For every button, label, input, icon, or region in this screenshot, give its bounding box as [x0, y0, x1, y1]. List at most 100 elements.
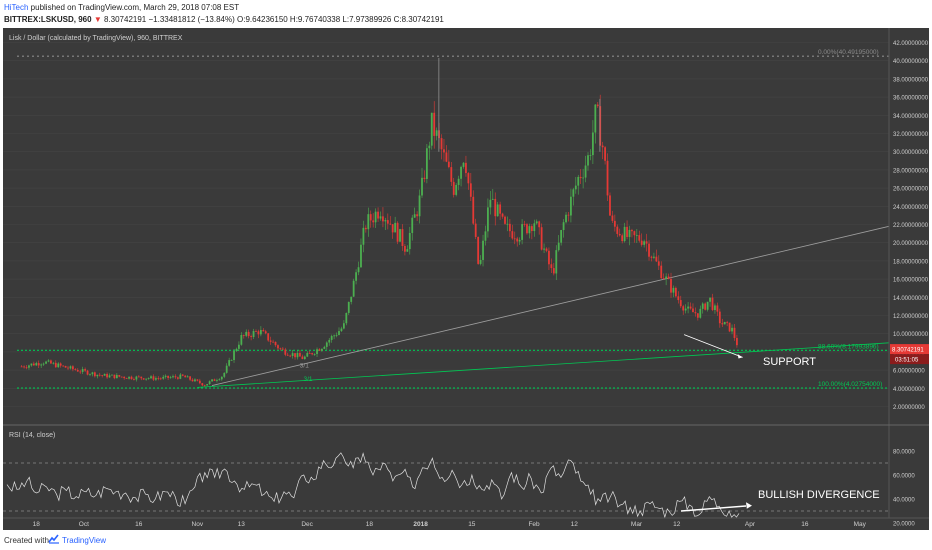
price-tick-label: 30.00000000	[893, 150, 929, 156]
candle-body	[74, 369, 77, 371]
candle-body	[709, 297, 711, 302]
candle-body	[220, 376, 223, 380]
candle-body	[201, 383, 204, 386]
candle-body	[721, 323, 724, 325]
candle-body	[428, 145, 431, 149]
candle-body	[250, 336, 253, 337]
candle-body	[499, 204, 502, 214]
candle-body	[30, 363, 33, 366]
countdown-box	[890, 354, 929, 365]
candle-body	[648, 243, 650, 257]
candle-body	[469, 183, 472, 197]
candle-body	[425, 148, 428, 179]
candle-body	[69, 366, 72, 369]
candle-body	[653, 256, 655, 258]
candle-body	[323, 346, 326, 349]
candle-body	[494, 198, 497, 217]
candle-body	[157, 378, 160, 379]
time-tick-label: 16	[135, 521, 143, 528]
candle-body	[101, 375, 104, 377]
candle-body	[313, 354, 316, 355]
candle-body	[687, 306, 689, 309]
candle-body	[535, 221, 538, 224]
candle-body	[211, 379, 213, 382]
candle-body	[335, 334, 338, 336]
candle-body	[660, 265, 663, 279]
candle-body	[89, 374, 91, 376]
candle-body	[189, 376, 191, 380]
candle-body	[255, 331, 257, 332]
candle-body	[655, 256, 658, 262]
chart-svg[interactable]: Lisk / Dollar (calculated by TradingView…	[3, 28, 929, 530]
candle-body	[213, 379, 216, 381]
candle-body	[508, 223, 511, 232]
candle-body	[374, 211, 377, 223]
support-label: SUPPORT	[763, 356, 816, 368]
candle-body	[50, 360, 52, 364]
candle-body	[594, 104, 597, 133]
candle-body	[115, 375, 118, 379]
candle-body	[206, 384, 209, 386]
publish-header: HiTech published on TradingView.com, Mar…	[0, 0, 932, 28]
candle-body	[96, 374, 99, 377]
candle-body	[301, 356, 304, 360]
candle-body	[645, 241, 648, 244]
time-tick-label: 12	[571, 521, 579, 528]
created-with-text: Created with	[4, 536, 49, 545]
candle-body	[186, 376, 189, 378]
candle-body	[650, 256, 653, 258]
time-tick-label: 18	[33, 521, 41, 528]
candle-body	[91, 372, 94, 375]
author-link[interactable]: HiTech	[4, 3, 29, 12]
candle-body	[589, 155, 592, 156]
rsi-tick-label: 60.0000	[893, 474, 915, 480]
candle-body	[723, 321, 726, 325]
rsi-line	[6, 452, 740, 519]
candle-body	[433, 112, 436, 136]
candle-body	[626, 226, 628, 237]
candle-body	[513, 238, 516, 240]
candle-body	[631, 229, 633, 232]
candle-body	[238, 344, 240, 349]
price-tick-label: 34.00000000	[893, 114, 929, 120]
candle-body	[303, 356, 306, 360]
candle-body	[130, 376, 133, 380]
candle-body	[113, 374, 116, 379]
candle-body	[716, 305, 719, 312]
rsi-pane: 80.0000 60.0000 40.0000 20.0000 BULLISH DIVE…	[3, 426, 915, 528]
candle-body	[667, 276, 670, 279]
candle-body	[93, 372, 96, 377]
candle-body	[567, 214, 570, 216]
candle-body	[416, 214, 419, 217]
chart-area[interactable]: Lisk / Dollar (calculated by TradingView…	[3, 28, 929, 530]
candle-body	[396, 222, 399, 242]
candle-body	[447, 161, 450, 168]
rsi-tick-label: 80.0000	[893, 450, 915, 456]
candle-body	[611, 215, 614, 221]
candle-body	[345, 312, 348, 324]
price-tick-label: 26.00000000	[893, 187, 929, 193]
candle-body	[491, 198, 494, 200]
candle-body	[355, 272, 357, 281]
candle-body	[382, 216, 384, 222]
candle-body	[582, 177, 585, 179]
chart-title: Lisk / Dollar (calculated by TradingView…	[9, 35, 183, 42]
price-axis[interactable]: 42.00000000 40.00000000 38.00000000 36.0000…	[888, 28, 929, 518]
tradingview-brand[interactable]: TradingView	[62, 536, 107, 545]
candle-body	[474, 223, 477, 237]
candle-body	[616, 226, 619, 234]
published-text: published on TradingView.com, March 29, …	[28, 3, 240, 12]
candle-body	[689, 306, 692, 309]
candle-body	[728, 322, 731, 332]
candle-body	[596, 104, 599, 107]
candle-body	[174, 376, 177, 378]
candle-body	[462, 162, 465, 167]
candle-body	[162, 376, 165, 379]
candle-body	[81, 369, 84, 372]
candle-body	[386, 220, 389, 224]
candle-body	[338, 331, 340, 335]
time-tick-label: May	[854, 521, 867, 528]
candle-body	[587, 155, 589, 166]
time-axis[interactable]: 18 Oct 16 Nov 13 Dec 18 2018 15 Feb 12 Mar 12 Apr 16 Ma…	[3, 517, 929, 528]
candle-body	[289, 355, 292, 357]
